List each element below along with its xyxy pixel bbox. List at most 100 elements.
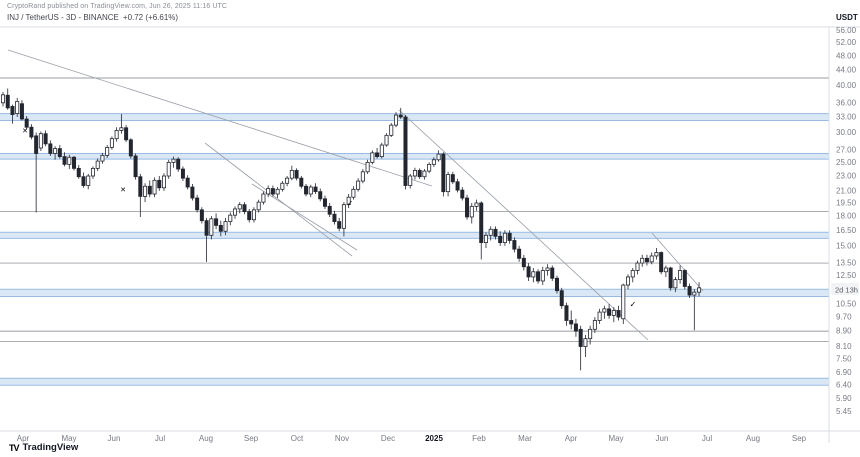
candle-body (465, 197, 470, 218)
price-axis-label[interactable]: 18.00 (836, 212, 857, 221)
time-axis-label-jun[interactable]: Jun (656, 434, 669, 443)
candle-body (199, 209, 204, 222)
candle-body (659, 252, 664, 273)
price-axis-label[interactable]: 36.00 (836, 98, 857, 107)
candle-body (57, 148, 62, 158)
price-axis-label[interactable]: 5.90 (836, 394, 852, 403)
time-axis-label-jun[interactable]: Jun (108, 434, 121, 443)
candle-body (469, 205, 474, 218)
price-axis-label[interactable]: 19.50 (836, 198, 857, 207)
x-marker-icon: ✕ (22, 127, 28, 135)
trendline-recent-downtrend[interactable] (651, 232, 704, 292)
time-axis-label-may[interactable]: May (61, 434, 76, 443)
time-axis-label-mar[interactable]: Mar (518, 434, 532, 443)
price-axis-label[interactable]: 30.00 (836, 128, 857, 137)
candle-body (105, 147, 110, 156)
price-zone-resistance-zone-33[interactable] (0, 113, 829, 121)
candle-body (412, 170, 417, 177)
trendline-wedge-upper[interactable] (204, 142, 353, 257)
candle-body (483, 234, 488, 244)
tradingview-logo[interactable]: TV TradingView (9, 442, 78, 453)
candle-body (337, 221, 342, 229)
price-axis-label[interactable]: 44.00 (836, 66, 857, 75)
candle-body (389, 124, 394, 136)
price-axis-label[interactable]: 7.50 (836, 355, 852, 364)
candle-body (294, 170, 299, 179)
symbol-text[interactable]: INJ / TetherUS - 3D - BINANCE (7, 13, 119, 22)
candle-body (493, 228, 498, 237)
time-axis-label-dec[interactable]: Dec (381, 434, 395, 443)
price-axis-label[interactable]: 15.00 (836, 241, 857, 250)
time-axis-label-sep[interactable]: Sep (244, 434, 259, 443)
candle-body (569, 320, 574, 325)
trendline-long-term-downtrend[interactable] (7, 49, 433, 187)
price-axis-label[interactable]: 25.00 (836, 158, 857, 167)
candle-body (356, 180, 361, 190)
candle-body (237, 204, 242, 210)
time-axis-label-aug[interactable]: Aug (199, 434, 213, 443)
candle-body (214, 218, 219, 226)
price-axis-label[interactable]: 52.00 (836, 38, 857, 47)
trendline-dec-peak-downtrend[interactable] (398, 109, 649, 341)
candle-body (550, 267, 555, 279)
price-axis-label[interactable]: 33.00 (836, 113, 857, 122)
price-axis-label[interactable]: 56.00 (836, 26, 857, 35)
candle-body (247, 211, 252, 221)
price-axis-label[interactable]: 48.00 (836, 51, 857, 60)
price-axis-label[interactable]: 23.00 (836, 172, 857, 181)
price-axis-label[interactable]: 27.00 (836, 145, 857, 154)
price-axis-label[interactable]: 12.50 (836, 271, 857, 280)
candle-body (218, 224, 223, 232)
price-axis-label[interactable]: 21.00 (836, 186, 857, 195)
price-axis-label[interactable]: 6.40 (836, 381, 852, 390)
candle-body (611, 310, 616, 316)
time-axis-label-oct[interactable]: Oct (291, 434, 304, 443)
time-axis-label-may[interactable]: May (608, 434, 623, 443)
price-axis-label[interactable]: 13.50 (836, 259, 857, 268)
time-axis-label-jul[interactable]: Jul (155, 434, 165, 443)
candle-body (422, 170, 427, 178)
candle-body (626, 276, 631, 286)
candle-body (697, 287, 702, 293)
candle-body (607, 308, 612, 316)
price-axis-label[interactable]: 5.45 (836, 407, 852, 416)
candle-body (332, 213, 337, 222)
candle-body (233, 208, 238, 216)
candle-body (114, 130, 119, 140)
candle-body (275, 188, 280, 195)
time-axis-label-apr[interactable]: Apr (17, 434, 30, 443)
price-zone-current-zone-11[interactable] (0, 289, 829, 297)
price-zone-zone-16[interactable] (0, 232, 829, 239)
price-axis-label[interactable]: 8.90 (836, 327, 852, 336)
price-axis-label[interactable]: 8.10 (836, 342, 852, 351)
candle-body (370, 152, 375, 163)
candle-body (360, 171, 365, 182)
price-axis-label[interactable]: 9.70 (836, 313, 852, 322)
time-axis-label-feb[interactable]: Feb (472, 434, 486, 443)
price-zone-support-zone-6_5[interactable] (0, 378, 829, 386)
candle-body (29, 126, 34, 138)
time-axis-label-sep[interactable]: Sep (792, 434, 807, 443)
time-axis-label-jul[interactable]: Jul (702, 434, 712, 443)
price-axis-label[interactable]: 10.50 (836, 300, 857, 309)
candle-body (5, 94, 10, 109)
time-axis-label-aug[interactable]: Aug (746, 434, 760, 443)
candle-body (161, 175, 166, 189)
price-axis-label[interactable]: 40.00 (836, 81, 857, 90)
candle-body (256, 201, 261, 211)
price-zone-resistance-zone-26[interactable] (0, 153, 829, 160)
candle-body (147, 185, 152, 195)
candle-body (597, 311, 602, 321)
time-axis-label-apr[interactable]: Apr (565, 434, 578, 443)
price-axis-label[interactable]: 16.50 (836, 226, 857, 235)
price-axis-label[interactable]: 6.90 (836, 368, 852, 377)
candle-body (81, 176, 86, 186)
symbol-title: INJ / TetherUS - 3D - BINANCE +0.72 (+6.6… (7, 13, 178, 22)
time-axis-label-2025[interactable]: 2025 (425, 434, 443, 443)
candle-body (180, 168, 185, 179)
candle-body (668, 267, 673, 289)
candle-body (223, 221, 228, 232)
trendline-wedge-lower[interactable] (251, 183, 358, 251)
time-axis-label-nov[interactable]: Nov (335, 434, 349, 443)
